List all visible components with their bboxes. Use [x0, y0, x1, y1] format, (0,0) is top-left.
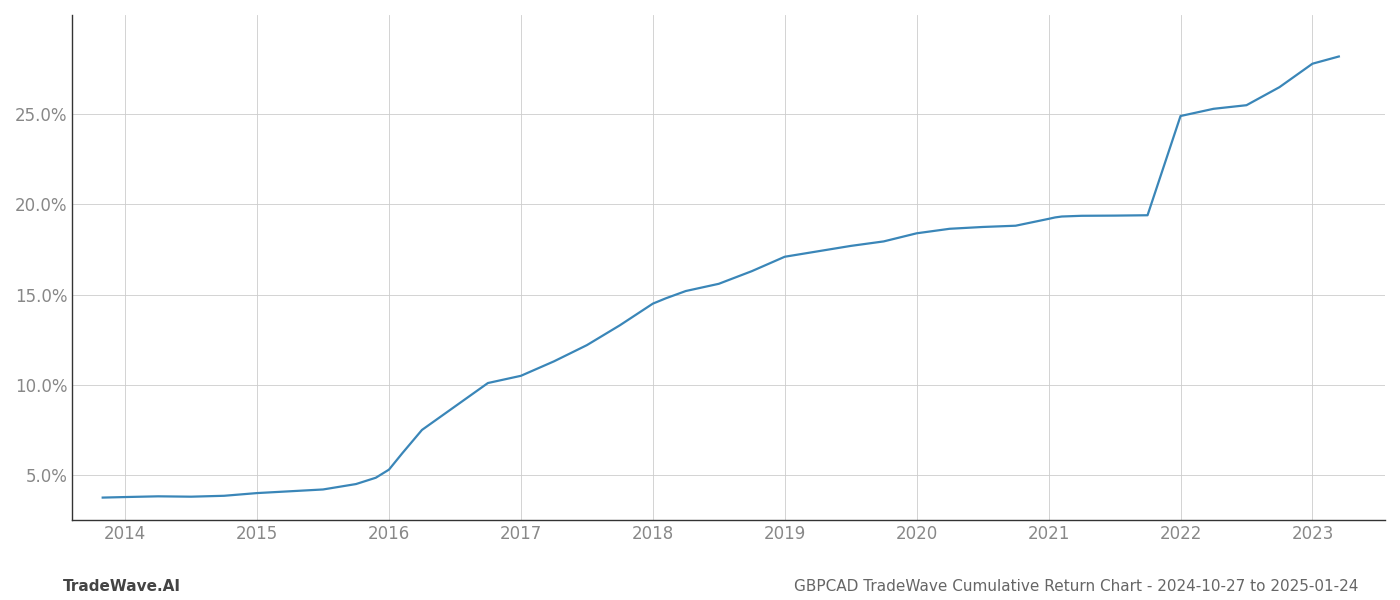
Text: TradeWave.AI: TradeWave.AI: [63, 579, 181, 594]
Text: GBPCAD TradeWave Cumulative Return Chart - 2024-10-27 to 2025-01-24: GBPCAD TradeWave Cumulative Return Chart…: [794, 579, 1358, 594]
